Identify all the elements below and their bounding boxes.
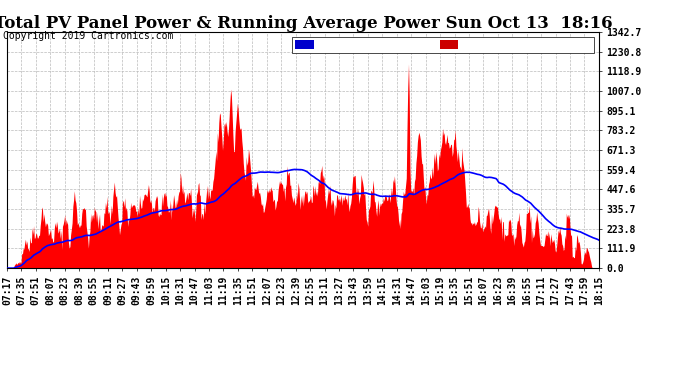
Title: Total PV Panel Power & Running Average Power Sun Oct 13  18:16: Total PV Panel Power & Running Average P…: [0, 15, 612, 32]
Legend: Average  (DC Watts), PV Panels  (DC Watts): Average (DC Watts), PV Panels (DC Watts): [292, 37, 593, 53]
Text: Copyright 2019 Cartronics.com: Copyright 2019 Cartronics.com: [3, 32, 174, 41]
